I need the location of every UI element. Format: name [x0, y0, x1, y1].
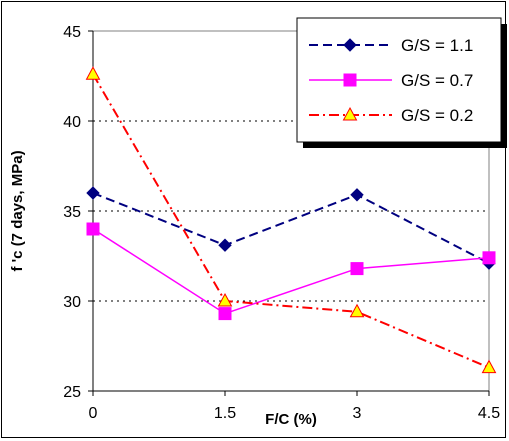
- y-tick-label: 25: [63, 384, 81, 401]
- legend-label: G/S = 0.7: [401, 71, 473, 90]
- legend: G/S = 1.1 G/S = 0.7 G/S = 0.2: [297, 18, 507, 148]
- data-point: [483, 252, 495, 264]
- x-tick-label: 0: [89, 405, 98, 422]
- legend-label: G/S = 1.1: [401, 36, 473, 55]
- y-tick-label: 45: [63, 24, 81, 41]
- legend-marker: [344, 74, 356, 86]
- data-point: [87, 223, 99, 235]
- y-tick-label: 40: [63, 114, 81, 131]
- y-tick-label: 35: [63, 204, 81, 221]
- legend-label: G/S = 0.2: [401, 106, 473, 125]
- x-tick-label: 3: [353, 405, 362, 422]
- y-axis-label: f 'c (7 days, MPa): [9, 150, 26, 271]
- x-tick-label: 1.5: [214, 405, 236, 422]
- data-point: [219, 308, 231, 320]
- x-tick-label: 4.5: [478, 405, 500, 422]
- y-tick-label: 30: [63, 294, 81, 311]
- x-axis-label: F/C (%): [265, 411, 317, 428]
- data-point: [351, 263, 363, 275]
